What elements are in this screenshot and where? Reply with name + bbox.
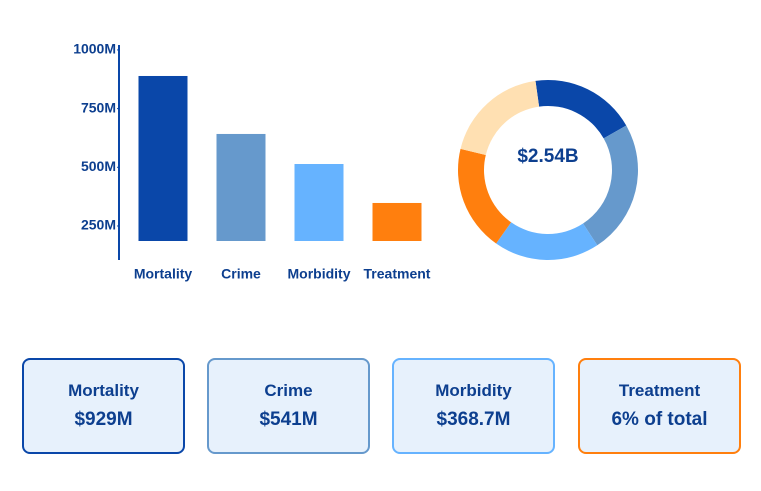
y-tick-label: 1000M [73,41,116,57]
donut-segment [460,80,540,155]
card: Treatment 6% of total [578,358,741,454]
bar [294,164,344,241]
donut-segment [535,80,627,139]
bar [138,75,188,241]
card-value: $929M [74,409,133,430]
card-label: Treatment [618,381,701,400]
y-tick-label: 250M [81,217,116,233]
card: Crime $541M [207,358,370,454]
donut-segment [583,125,638,246]
donut-segment [457,148,512,244]
card: Mortality $929M [22,358,185,454]
card-label: Crime [264,381,313,400]
x-tick-label: Treatment [364,266,431,282]
donut-center-label: $2.54B [517,146,578,167]
charts: $2.54B 250M 500M 750M 1000M Mortality Crime Mo… [73,41,638,282]
card-value: 6% of total [611,409,708,430]
x-tick-label: Crime [221,266,261,282]
y-tick-label: 500M [81,158,116,174]
card-label: Mortality [68,381,139,400]
card: Morbidity $368.7M [392,358,555,454]
card-value: $541M [259,409,318,430]
x-tick-label: Mortality [134,266,193,282]
y-tick-label: 750M [81,99,116,115]
x-tick-label: Morbidity [288,266,351,282]
bar [372,202,422,241]
card-value: $368.7M [436,409,511,430]
bar [216,133,266,241]
donut-segment [496,222,598,260]
card-label: Morbidity [435,381,512,400]
